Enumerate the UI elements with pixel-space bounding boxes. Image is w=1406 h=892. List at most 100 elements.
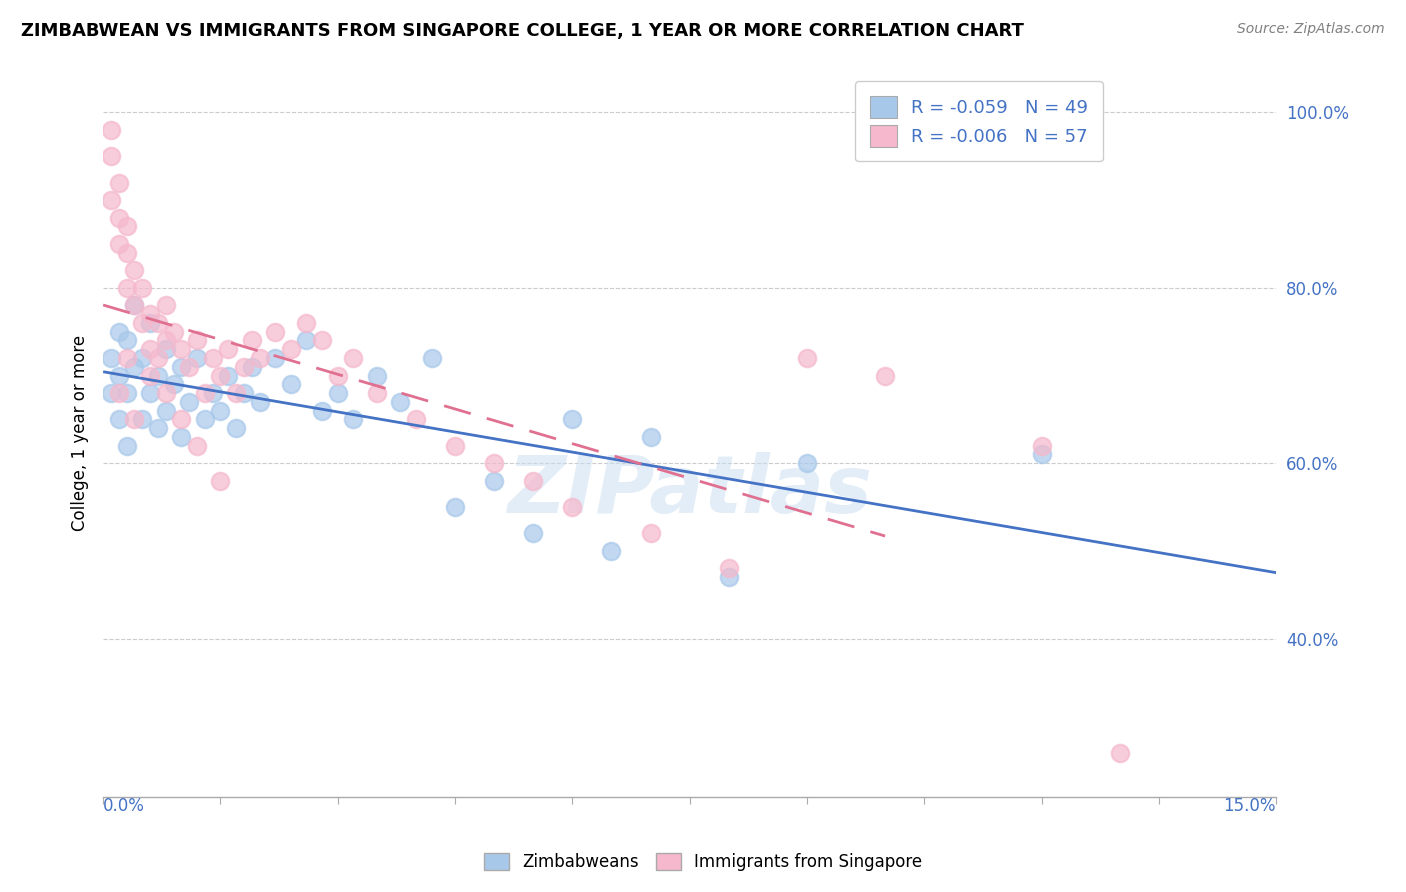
Point [139, 316, 162, 330]
Point [217, 342, 239, 356]
Point [717, 570, 740, 584]
Point [100, 351, 122, 365]
Point [124, 412, 146, 426]
Point [522, 474, 544, 488]
Point [107, 368, 129, 383]
Legend: R = -0.059   N = 49, R = -0.006   N = 57: R = -0.059 N = 49, R = -0.006 N = 57 [855, 81, 1102, 161]
Point [115, 334, 138, 348]
Point [194, 386, 217, 401]
Point [115, 439, 138, 453]
Y-axis label: College, 1 year or more: College, 1 year or more [72, 334, 89, 531]
Text: 0.0%: 0.0% [103, 797, 145, 814]
Point [295, 334, 318, 348]
Point [131, 412, 153, 426]
Point [640, 430, 662, 444]
Point [326, 368, 349, 383]
Point [201, 386, 224, 401]
Point [115, 281, 138, 295]
Point [342, 412, 364, 426]
Point [420, 351, 443, 365]
Point [295, 316, 318, 330]
Point [225, 386, 247, 401]
Point [162, 377, 184, 392]
Point [209, 368, 232, 383]
Point [1031, 447, 1053, 461]
Point [194, 412, 217, 426]
Point [124, 298, 146, 312]
Point [1108, 746, 1130, 760]
Point [561, 500, 583, 514]
Point [139, 307, 162, 321]
Point [366, 386, 388, 401]
Point [124, 359, 146, 374]
Point [155, 334, 177, 348]
Point [225, 421, 247, 435]
Point [170, 359, 193, 374]
Point [155, 342, 177, 356]
Point [179, 359, 201, 374]
Point [326, 386, 349, 401]
Point [264, 325, 287, 339]
Point [107, 211, 129, 225]
Point [1031, 439, 1053, 453]
Point [155, 403, 177, 417]
Text: Source: ZipAtlas.com: Source: ZipAtlas.com [1237, 22, 1385, 37]
Point [600, 544, 623, 558]
Point [186, 334, 208, 348]
Point [124, 263, 146, 277]
Point [186, 439, 208, 453]
Text: ZIMBABWEAN VS IMMIGRANTS FROM SINGAPORE COLLEGE, 1 YEAR OR MORE CORRELATION CHAR: ZIMBABWEAN VS IMMIGRANTS FROM SINGAPORE … [21, 22, 1024, 40]
Point [522, 526, 544, 541]
Point [875, 368, 897, 383]
Point [264, 351, 287, 365]
Point [249, 394, 271, 409]
Point [155, 298, 177, 312]
Point [366, 368, 388, 383]
Point [170, 412, 193, 426]
Point [155, 386, 177, 401]
Point [124, 298, 146, 312]
Point [311, 334, 333, 348]
Point [107, 176, 129, 190]
Point [100, 193, 122, 207]
Point [249, 351, 271, 365]
Point [444, 439, 467, 453]
Point [482, 474, 505, 488]
Point [717, 561, 740, 575]
Point [131, 281, 153, 295]
Point [201, 351, 224, 365]
Point [170, 430, 193, 444]
Point [186, 351, 208, 365]
Point [240, 359, 263, 374]
Point [209, 474, 232, 488]
Point [146, 351, 169, 365]
Point [217, 368, 239, 383]
Point [179, 394, 201, 409]
Point [100, 123, 122, 137]
Point [107, 386, 129, 401]
Point [146, 368, 169, 383]
Point [311, 403, 333, 417]
Point [139, 368, 162, 383]
Point [131, 316, 153, 330]
Point [100, 386, 122, 401]
Point [796, 456, 818, 470]
Point [444, 500, 467, 514]
Point [131, 351, 153, 365]
Point [405, 412, 427, 426]
Point [280, 377, 302, 392]
Point [107, 412, 129, 426]
Point [640, 526, 662, 541]
Point [146, 421, 169, 435]
Point [162, 325, 184, 339]
Point [139, 342, 162, 356]
Point [107, 236, 129, 251]
Point [115, 386, 138, 401]
Point [146, 316, 169, 330]
Point [232, 359, 254, 374]
Point [280, 342, 302, 356]
Point [115, 351, 138, 365]
Point [796, 351, 818, 365]
Point [107, 325, 129, 339]
Point [100, 149, 122, 163]
